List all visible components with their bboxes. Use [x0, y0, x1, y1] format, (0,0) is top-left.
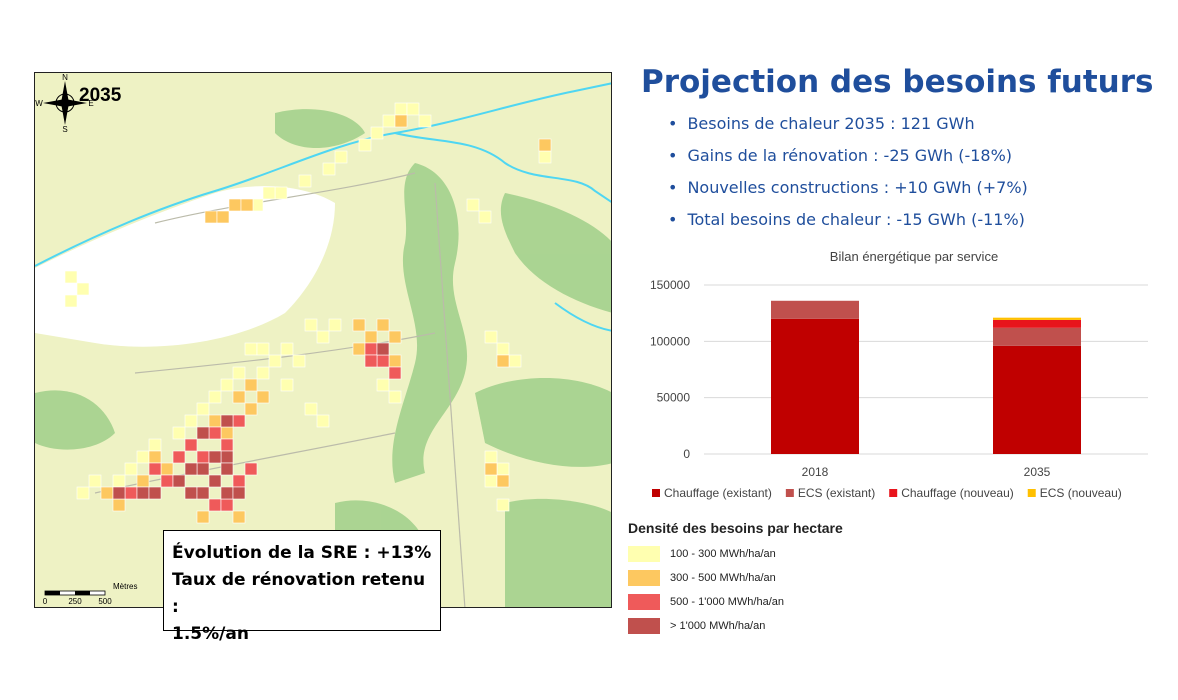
boundary-line — [394, 132, 611, 332]
scale-unit: Mètres — [113, 582, 137, 591]
compass-s: S — [62, 125, 67, 133]
compass-n: N — [62, 73, 68, 82]
x-tick-label: 2018 — [802, 465, 829, 479]
bar-segment — [993, 345, 1081, 454]
chart-title: Bilan énergétique par service — [830, 249, 998, 264]
density-label: 100 - 300 MWh/ha/an — [670, 548, 776, 560]
scale-tick-2: 500 — [98, 597, 112, 606]
map-canvas — [35, 82, 611, 607]
legend-label: Chauffage (existant) — [664, 486, 772, 500]
density-label: 300 - 500 MWh/ha/an — [670, 572, 776, 584]
bar-segment — [771, 300, 859, 319]
density-legend-title: Densité des besoins par hectare — [628, 520, 843, 536]
compass-e: E — [88, 99, 93, 108]
density-label: 500 - 1'000 MWh/ha/an — [670, 596, 785, 608]
scale-bar: Mètres 0 250 500 — [41, 581, 181, 607]
scale-tick-0: 0 — [43, 597, 48, 606]
bar-segment — [771, 318, 859, 454]
density-swatch — [628, 618, 660, 634]
compass-w: W — [35, 99, 43, 108]
bullet-item: Nouvelles constructions : +10 GWh (+7%) — [668, 176, 1027, 208]
bullet-list: Besoins de chaleur 2035 : 121 GWh Gains … — [668, 112, 1028, 240]
legend-swatch — [889, 489, 898, 497]
density-legend-item: > 1'000 MWh/ha/an — [628, 614, 843, 638]
y-tick-label: 0 — [683, 447, 690, 461]
y-tick-label: 150000 — [650, 278, 690, 292]
bullet-item: Gains de la rénovation : -25 GWh (-18%) — [668, 144, 1028, 176]
lake — [35, 186, 335, 347]
y-tick-label: 50000 — [657, 391, 691, 405]
heat-density-map: 2035 N S E W Mètres 0 250 500 — [34, 72, 612, 608]
legend-swatch — [652, 489, 660, 497]
bullet-item: Total besoins de chaleur : -15 GWh (-11%… — [668, 208, 1028, 240]
density-legend-item: 500 - 1'000 MWh/ha/an — [628, 590, 843, 614]
heat-cells — [64, 102, 552, 524]
info-line-3: 1.5%/an — [172, 624, 249, 644]
density-legend-item: 300 - 500 MWh/ha/an — [628, 566, 843, 590]
legend-swatch — [785, 489, 794, 497]
bar-segment — [993, 317, 1081, 320]
sre-info-box: Évolution de la SRE : +13% Taux de rénov… — [163, 530, 441, 644]
y-tick-label: 100000 — [650, 334, 690, 348]
x-tick-label: 2035 — [1024, 465, 1051, 479]
density-label: > 1'000 MWh/ha/an — [670, 620, 766, 632]
density-legend: Densité des besoins par hectare 100 - 30… — [628, 520, 843, 638]
legend-label: ECS (nouveau) — [1040, 486, 1122, 500]
density-swatch — [628, 546, 660, 562]
north-arrow-icon: N S E W — [35, 73, 93, 133]
info-line-2: Taux de rénovation retenu : — [172, 570, 426, 617]
legend-label: Chauffage (nouveau) — [901, 486, 1014, 500]
density-swatch — [628, 570, 660, 586]
bar-segment — [993, 319, 1081, 328]
info-line-1: Évolution de la SRE : +13% — [172, 543, 432, 563]
slide-title: Projection des besoins futurs — [641, 64, 1154, 100]
lake-shore — [35, 82, 611, 267]
density-swatch — [628, 594, 660, 610]
energy-balance-chart: Bilan énergétique par service 0 50000 10000… — [650, 249, 1148, 500]
density-legend-item: 100 - 300 MWh/ha/an — [628, 542, 843, 566]
legend-swatch — [1027, 489, 1036, 497]
map-year-label: 2035 — [79, 85, 122, 106]
bullet-item: Besoins de chaleur 2035 : 121 GWh — [668, 112, 1028, 144]
legend-label: ECS (existant) — [798, 486, 875, 500]
scale-tick-1: 250 — [68, 597, 82, 606]
bar-segment — [993, 327, 1081, 346]
